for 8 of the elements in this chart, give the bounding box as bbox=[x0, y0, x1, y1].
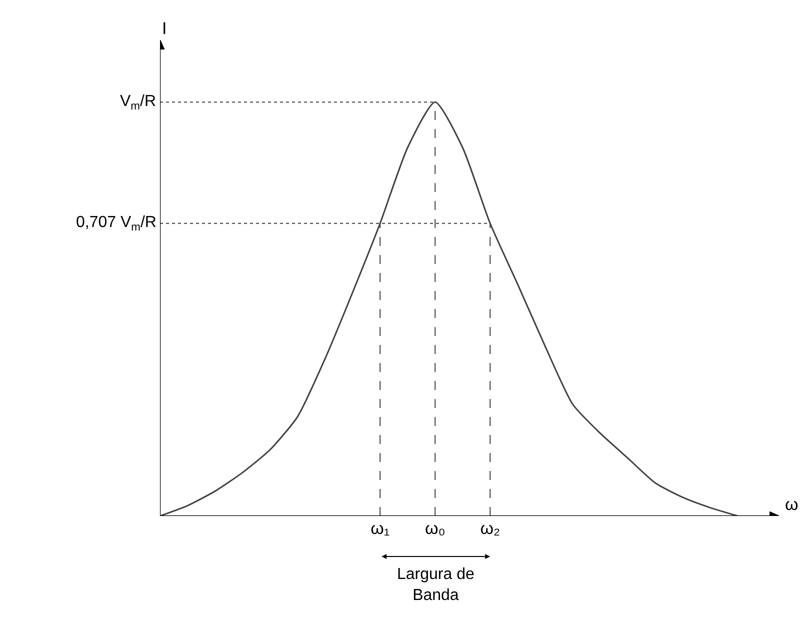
x-tick-label: ω₁ bbox=[370, 519, 390, 538]
text: Largura de Banda bbox=[397, 566, 474, 604]
ref-line-label: V$_{m}$/R bbox=[120, 93, 156, 112]
ref-line-label: 0,707 V$_{m}$/R bbox=[76, 214, 156, 234]
y-axis-title: I bbox=[162, 19, 167, 38]
x-tick-label: ω₂ bbox=[480, 519, 500, 538]
x-axis-title: ω bbox=[785, 495, 798, 514]
x-tick-label: ω₀ bbox=[424, 519, 446, 538]
